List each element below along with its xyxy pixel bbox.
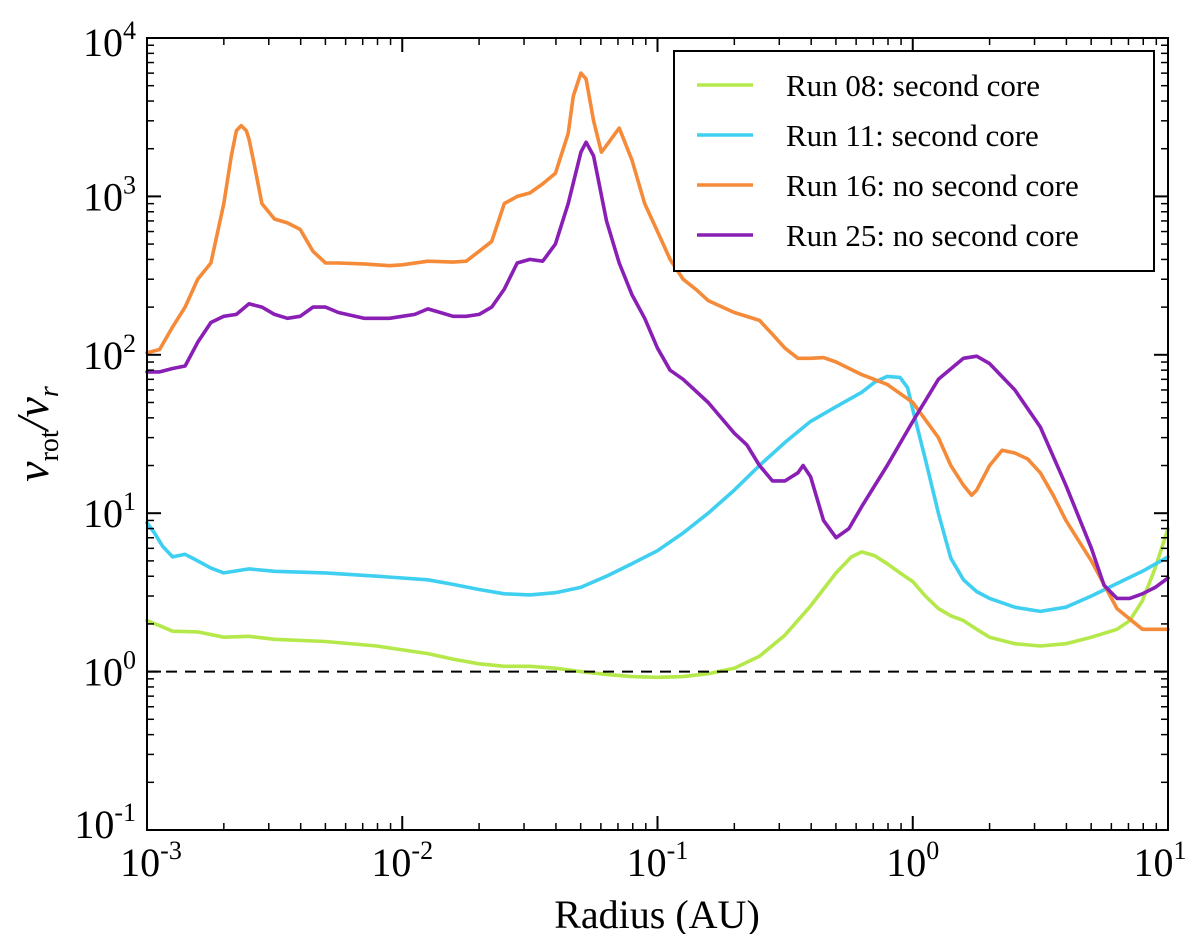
y-axis-ticks: 10-1 100 101 102 103 104 — [74, 16, 1168, 847]
x-tick-label: 10-1 — [627, 836, 689, 885]
series-line-2 — [145, 374, 1170, 614]
y-tick-label: 104 — [83, 16, 136, 65]
x-tick-label: 10-2 — [371, 836, 433, 885]
y-tick-label: 10-1 — [74, 798, 136, 847]
x-tick-label: 10-3 — [120, 836, 182, 885]
series-line-1 — [145, 526, 1170, 680]
y-tick-label: 101 — [83, 487, 136, 536]
series-layer — [145, 71, 1170, 680]
legend-label: Run 11: second core — [786, 118, 1039, 153]
y-tick-label: 103 — [83, 170, 136, 219]
x-axis-ticks: 10-3 10-2 10-1 100 101 — [120, 38, 1187, 885]
y-axis-label: vrot/vr — [7, 386, 65, 482]
y-tick-label: 102 — [83, 329, 136, 378]
x-tick-label: 101 — [1134, 836, 1187, 885]
x-axis-label: Radius (AU) — [554, 892, 760, 934]
legend-label: Run 25: no second core — [786, 218, 1079, 253]
legend: Run 08: second core Run 11: second core Ru… — [673, 50, 1155, 272]
series-line-4 — [145, 140, 1170, 601]
x-tick-label: 100 — [886, 836, 939, 885]
legend-entries: Run 08: second core Run 11: second core Ru… — [697, 68, 1079, 253]
y-tick-label: 100 — [83, 646, 136, 695]
legend-label: Run 16: no second core — [786, 168, 1079, 203]
series-line-3 — [145, 71, 1170, 632]
legend-box — [673, 50, 1155, 272]
legend-label: Run 08: second core — [786, 68, 1040, 103]
